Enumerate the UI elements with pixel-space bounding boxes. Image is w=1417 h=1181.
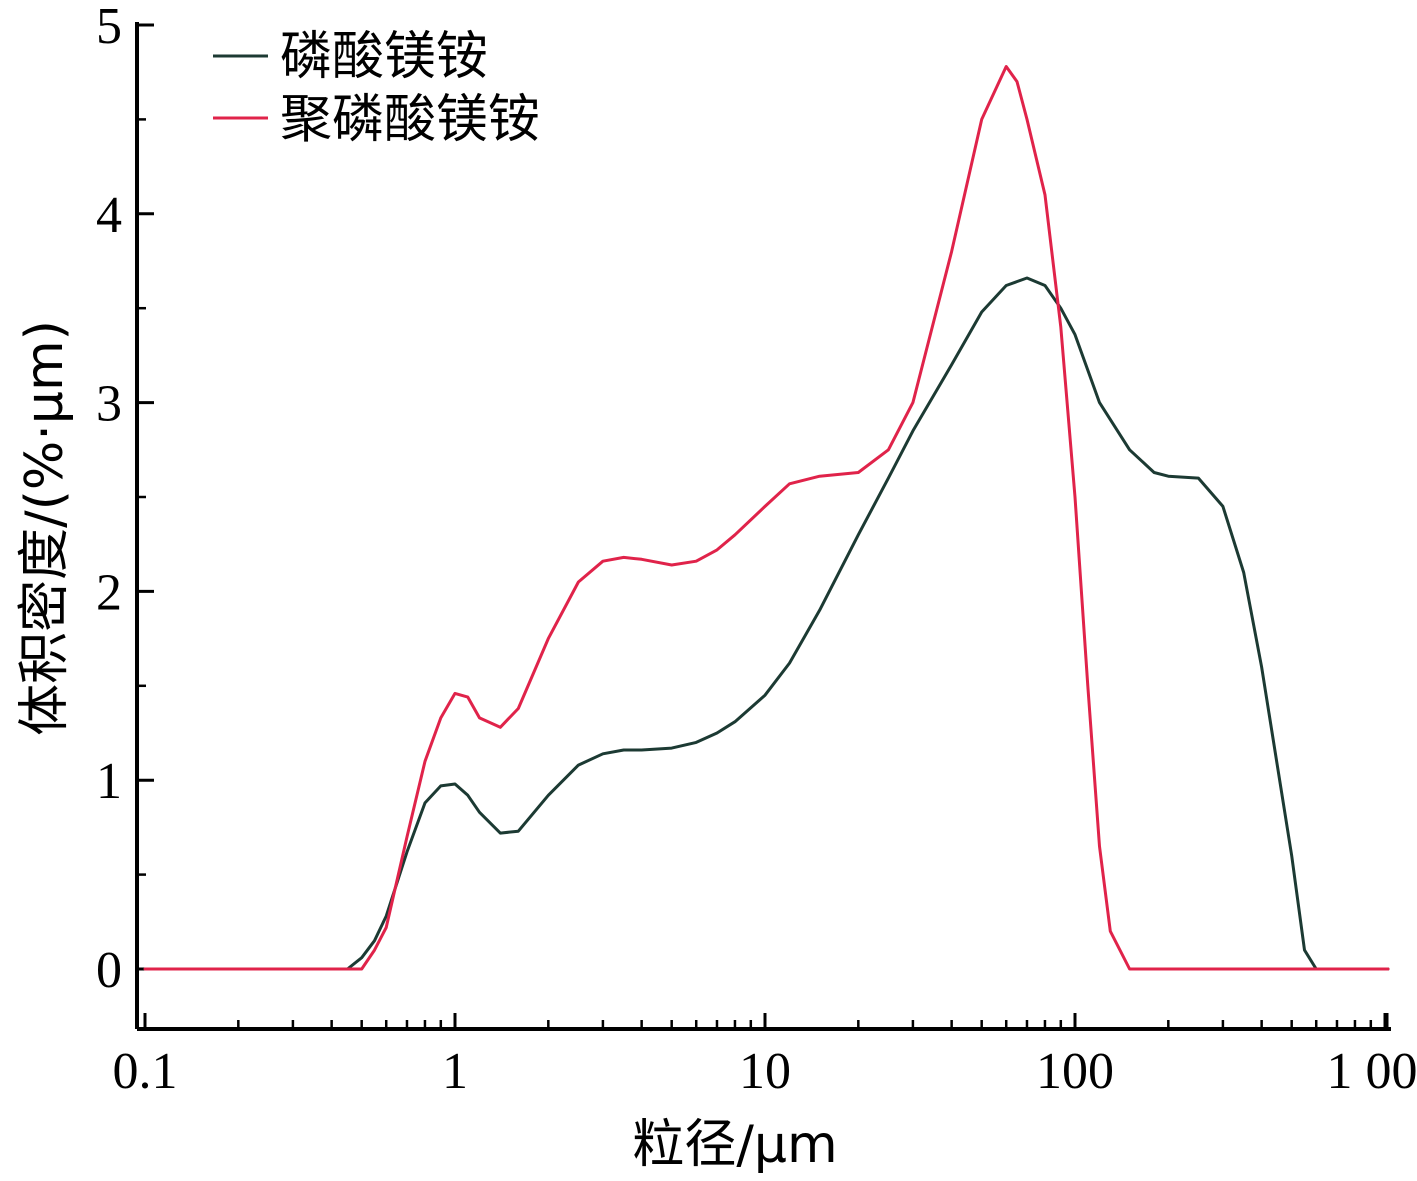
y-tick-label: 2 (96, 564, 122, 621)
x-tick-label: 10 (739, 1043, 791, 1100)
y-tick-label: 3 (96, 376, 122, 433)
x-axis-ticks: 0.1 1 10 100 1 000 (113, 1013, 1417, 1100)
series-lines (143, 65, 1390, 971)
x-axis-title: 粒径/μm (632, 1115, 837, 1175)
y-axis-title: 体积密度/(%·μm) (15, 320, 75, 736)
y-axis-ticks: 0 1 2 3 4 5 (96, 0, 154, 999)
y-tick-label: 5 (96, 0, 122, 55)
x-tick-label: 1 (442, 1043, 468, 1100)
x-tick-label: 0.1 (113, 1043, 178, 1100)
x-tick-label: 1 000 (1327, 1043, 1417, 1100)
series-line-2 (143, 65, 1390, 971)
x-tick-label: 100 (1036, 1043, 1114, 1100)
y-tick-label: 4 (96, 187, 122, 244)
legend-label-series-2: 聚磷酸镁铵 (280, 90, 540, 150)
y-tick-label: 1 (96, 753, 122, 810)
series-line-1 (143, 276, 1390, 971)
legend: 磷酸镁铵 聚磷酸镁铵 (213, 27, 540, 150)
y-tick-label: 0 (96, 942, 122, 999)
legend-label-series-1: 磷酸镁铵 (280, 27, 488, 87)
